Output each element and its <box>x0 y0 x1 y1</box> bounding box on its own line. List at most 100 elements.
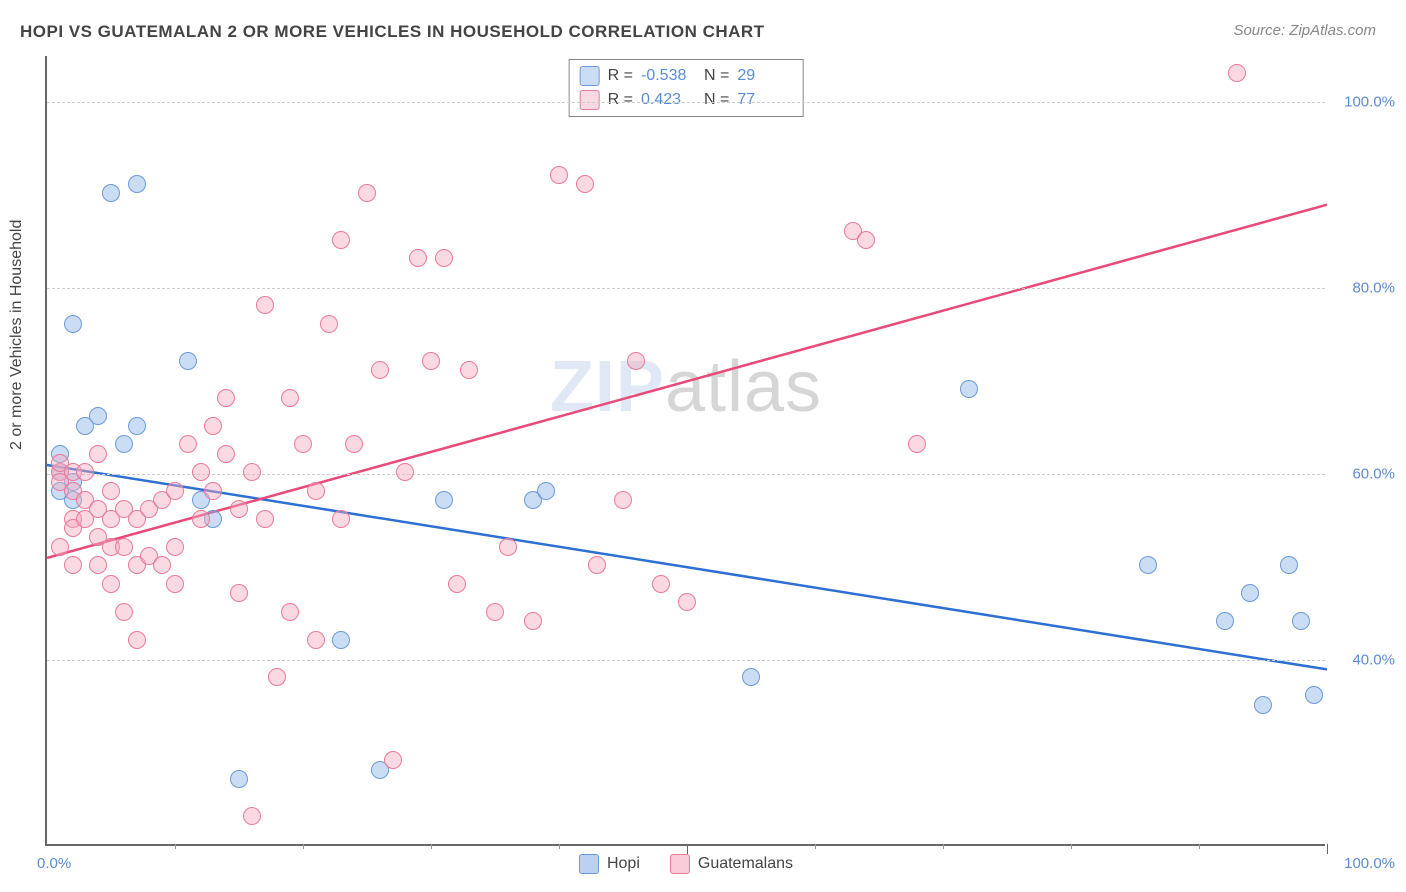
data-point <box>435 249 453 267</box>
legend-swatch <box>580 90 600 110</box>
data-point <box>1241 584 1259 602</box>
stats-row: R =-0.538N =29 <box>580 64 793 88</box>
x-tick-minor <box>1199 844 1200 849</box>
data-point <box>652 575 670 593</box>
data-point <box>89 556 107 574</box>
data-point <box>243 807 261 825</box>
stats-row: R =0.423N =77 <box>580 88 793 112</box>
data-point <box>384 751 402 769</box>
data-point <box>307 631 325 649</box>
data-point <box>281 603 299 621</box>
data-point <box>537 482 555 500</box>
gridline <box>47 288 1325 289</box>
data-point <box>256 296 274 314</box>
data-point <box>550 166 568 184</box>
data-point <box>448 575 466 593</box>
data-point <box>76 463 94 481</box>
data-point <box>64 315 82 333</box>
data-point <box>678 593 696 611</box>
data-point <box>960 380 978 398</box>
data-point <box>332 231 350 249</box>
data-point <box>115 538 133 556</box>
x-tick-minor <box>431 844 432 849</box>
gridline <box>47 102 1325 103</box>
y-tick-label: 60.0% <box>1330 466 1395 483</box>
data-point <box>64 556 82 574</box>
data-point <box>614 491 632 509</box>
data-point <box>179 435 197 453</box>
x-axis-min-label: 0.0% <box>37 855 71 872</box>
data-point <box>128 175 146 193</box>
trend-lines <box>47 56 1327 846</box>
data-point <box>460 361 478 379</box>
data-point <box>166 575 184 593</box>
data-point <box>345 435 363 453</box>
x-tick-minor <box>815 844 816 849</box>
data-point <box>332 631 350 649</box>
data-point <box>179 352 197 370</box>
gridline <box>47 660 1325 661</box>
stats-legend: R =-0.538N =29R =0.423N =77 <box>569 59 804 117</box>
data-point <box>1305 686 1323 704</box>
data-point <box>115 435 133 453</box>
data-point <box>307 482 325 500</box>
data-point <box>371 361 389 379</box>
data-point <box>204 417 222 435</box>
watermark: ZIPatlas <box>550 346 822 428</box>
data-point <box>230 500 248 518</box>
data-point <box>358 184 376 202</box>
stat-r-value: 0.423 <box>641 91 696 109</box>
y-axis-label: 2 or more Vehicles in Household <box>8 220 26 450</box>
data-point <box>588 556 606 574</box>
data-point <box>1139 556 1157 574</box>
data-point <box>1292 612 1310 630</box>
data-point <box>524 612 542 630</box>
data-point <box>1216 612 1234 630</box>
data-point <box>857 231 875 249</box>
data-point <box>1254 696 1272 714</box>
data-point <box>102 575 120 593</box>
legend-swatch <box>580 66 600 86</box>
x-tick-minor <box>303 844 304 849</box>
data-point <box>230 584 248 602</box>
data-point <box>166 482 184 500</box>
x-tick <box>687 844 688 854</box>
trend-line <box>47 465 1327 669</box>
data-point <box>128 631 146 649</box>
data-point <box>396 463 414 481</box>
data-point <box>486 603 504 621</box>
legend-swatch <box>579 854 599 874</box>
data-point <box>320 315 338 333</box>
data-point <box>192 510 210 528</box>
data-point <box>230 770 248 788</box>
data-point <box>89 445 107 463</box>
data-point <box>102 184 120 202</box>
y-tick-label: 80.0% <box>1330 280 1395 297</box>
series-legend: HopiGuatemalans <box>579 854 793 874</box>
data-point <box>217 389 235 407</box>
scatter-plot: ZIPatlas 2 or more Vehicles in Household… <box>45 56 1325 846</box>
data-point <box>422 352 440 370</box>
x-tick <box>1327 844 1328 854</box>
data-point <box>217 445 235 463</box>
chart-title: HOPI VS GUATEMALAN 2 OR MORE VEHICLES IN… <box>20 22 765 42</box>
stat-r-label: R = <box>608 67 633 85</box>
data-point <box>166 538 184 556</box>
data-point <box>627 352 645 370</box>
legend-swatch <box>670 854 690 874</box>
data-point <box>153 556 171 574</box>
legend-item: Guatemalans <box>670 854 793 874</box>
data-point <box>435 491 453 509</box>
data-point <box>332 510 350 528</box>
data-point <box>204 482 222 500</box>
stat-r-value: -0.538 <box>641 67 696 85</box>
data-point <box>51 538 69 556</box>
stat-n-label: N = <box>704 67 729 85</box>
stat-r-label: R = <box>608 91 633 109</box>
data-point <box>243 463 261 481</box>
stat-n-label: N = <box>704 91 729 109</box>
data-point <box>256 510 274 528</box>
data-point <box>192 463 210 481</box>
source-label: Source: ZipAtlas.com <box>1233 22 1376 39</box>
data-point <box>1228 64 1246 82</box>
